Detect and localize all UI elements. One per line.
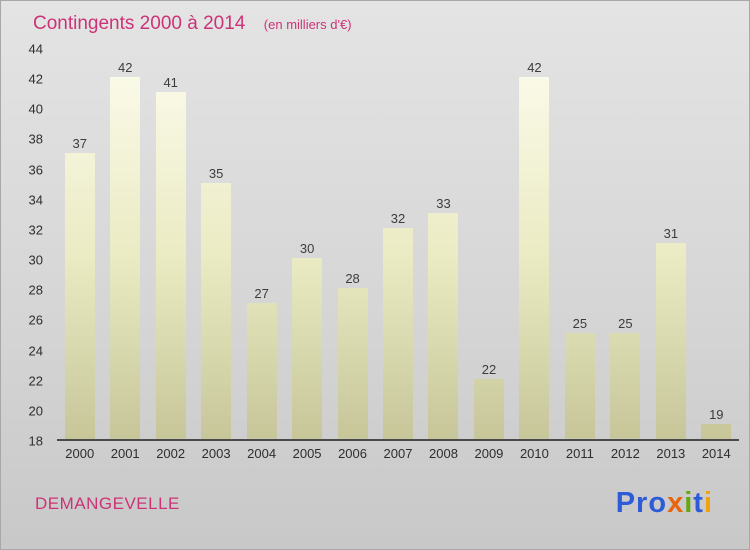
bar-2012	[610, 333, 641, 439]
bar-2006	[337, 288, 368, 439]
bar-2009	[473, 378, 504, 439]
bar-2000	[64, 152, 95, 439]
x-axis-label-2001: 2001	[110, 446, 140, 461]
y-tick-label-26: 26	[28, 312, 43, 328]
bar-value-label-2001: 42	[117, 60, 133, 76]
bar-value-label-2013: 31	[663, 226, 679, 241]
bar-slot-2005: 30 2005	[284, 49, 329, 460]
y-tick-label-42: 42	[28, 71, 43, 87]
y-axis: 18 20 22 24 26 28 30 32 34 36 38 40 42 44	[1, 43, 51, 448]
bar-slot-2012: 25 2012	[603, 49, 648, 460]
logo-letter: i	[684, 487, 694, 519]
x-axis-label-2007: 2007	[383, 446, 413, 461]
bar-value-label-2008: 33	[436, 195, 451, 211]
y-tick-label-34: 34	[28, 192, 43, 208]
bar-2013	[655, 243, 686, 439]
plot-area: 37 2000 42 2001 41 2002 35 2003 27 2004 30 2005 28 20…	[57, 49, 739, 460]
y-tick-label-20: 20	[28, 403, 43, 419]
bar-2002	[155, 92, 186, 439]
bar-2005	[292, 258, 323, 439]
bar-slot-2010: 42 2010	[512, 49, 557, 460]
bar-2001	[110, 77, 141, 439]
logo-letter: P	[615, 487, 637, 519]
y-tick-label-28: 28	[28, 282, 43, 298]
y-tick-label-30: 30	[28, 252, 43, 268]
bar-value-label-2009: 22	[481, 361, 497, 377]
bar-2014	[701, 423, 732, 439]
y-tick-label-38: 38	[28, 131, 43, 147]
x-axis-label-2013: 2013	[656, 446, 686, 461]
logo-letter: t	[693, 487, 704, 519]
bar-slot-2011: 25 2011	[557, 49, 602, 460]
bar-slot-2013: 31 2013	[648, 49, 693, 460]
y-tick-label-24: 24	[28, 343, 43, 359]
chart-header: Contingents 2000 à 2014 (en milliers d'€…	[1, 1, 749, 35]
bar-value-label-2006: 28	[345, 271, 360, 287]
x-axis-label-2002: 2002	[156, 446, 186, 461]
bar-value-label-2000: 37	[72, 135, 87, 151]
bar-slot-2004: 27 2004	[239, 49, 284, 460]
bar-slot-2008: 33 2008	[421, 49, 466, 460]
footer-location-label: DEMANGEVELLE	[35, 493, 180, 513]
bar-slot-2007: 32 2007	[375, 49, 420, 460]
x-axis-label-2004: 2004	[247, 446, 277, 461]
y-tick-label-40: 40	[28, 101, 43, 117]
bar-value-label-2005: 30	[299, 241, 315, 257]
x-axis-label-2003: 2003	[201, 446, 231, 461]
logo-letter: i	[703, 487, 713, 519]
bar-value-label-2007: 32	[390, 210, 406, 226]
bar-value-label-2014: 19	[709, 406, 724, 422]
bar-2011	[564, 333, 595, 439]
x-axis-label-2008: 2008	[429, 446, 458, 461]
x-axis-label-2005: 2005	[292, 446, 322, 461]
chart-page: Contingents 2000 à 2014 (en milliers d'€…	[1, 1, 749, 520]
y-tick-label-44: 44	[28, 41, 43, 57]
bar-2007	[383, 227, 414, 439]
logo-letter: x	[667, 487, 685, 519]
proxiti-logo[interactable]: Proxiti	[616, 487, 713, 520]
bar-2008	[428, 212, 459, 439]
bar-slot-2001: 42 2001	[102, 49, 147, 460]
bar-2010	[519, 77, 550, 439]
bar-slot-2014: 19 2014	[694, 49, 739, 460]
bar-value-label-2002: 41	[163, 75, 178, 91]
chart-footer: DEMANGEVELLE Proxiti	[1, 487, 749, 520]
bar-value-label-2011: 25	[572, 316, 588, 332]
x-axis-label-2012: 2012	[610, 446, 640, 461]
y-tick-label-36: 36	[28, 162, 43, 178]
bar-slot-2009: 22 2009	[466, 49, 511, 460]
bar-slot-2002: 41 2002	[148, 49, 193, 460]
bar-value-label-2004: 27	[254, 286, 269, 302]
bar-value-label-2012: 25	[618, 316, 633, 332]
bar-2003	[201, 182, 232, 439]
y-tick-label-22: 22	[28, 373, 43, 389]
x-axis-label-2010: 2010	[519, 446, 549, 461]
y-tick-label-32: 32	[28, 222, 43, 238]
chart-title: Contingents 2000 à 2014	[33, 13, 246, 34]
bar-value-label-2003: 35	[208, 165, 224, 181]
y-tick-label-18: 18	[28, 433, 43, 449]
bar-2004	[246, 303, 277, 439]
bar-slot-2003: 35 2003	[193, 49, 238, 460]
logo-letter: o	[648, 487, 668, 519]
bar-slot-2000: 37 2000	[57, 49, 102, 460]
bar-slot-2006: 28 2006	[330, 49, 375, 460]
x-axis-label-2011: 2011	[565, 446, 594, 461]
x-axis-label-2009: 2009	[474, 446, 504, 461]
x-axis-label-2014: 2014	[701, 446, 731, 461]
bar-chart: 18 20 22 24 26 28 30 32 34 36 38 40 42 44 37 2000 42 200…	[1, 43, 749, 460]
logo-letter: r	[636, 487, 649, 519]
x-axis-label-2006: 2006	[338, 446, 367, 461]
chart-subtitle: (en milliers d'€)	[263, 17, 352, 32]
x-axis-label-2000: 2000	[65, 446, 95, 461]
bar-value-label-2010: 42	[527, 60, 542, 76]
